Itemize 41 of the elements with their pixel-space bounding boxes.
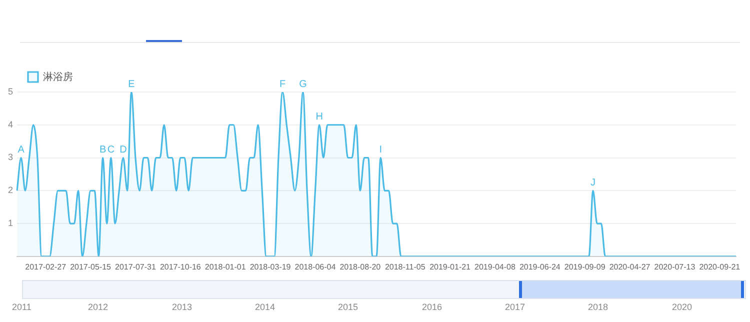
data-label: B (99, 144, 106, 156)
text: 2017 (505, 302, 526, 312)
x-tick-label: 2018-08-20 (340, 262, 382, 272)
x-tick-label: 2017-07-31 (115, 262, 156, 272)
x-tick-label: 2018-01-01 (204, 262, 246, 272)
text: 2018 (588, 302, 608, 312)
data-label: I (379, 144, 382, 156)
x-tick-label: 2018-06-04 (294, 262, 336, 272)
text: 2013 (172, 302, 192, 312)
y-tick-label: 4 (8, 119, 14, 130)
data-label: E (128, 78, 136, 90)
data-label: F (279, 78, 286, 90)
text: 2012 (88, 302, 108, 312)
text: 2014 (255, 302, 276, 312)
text: 2015 (338, 302, 358, 312)
x-tick-label: 2019-04-08 (474, 262, 516, 272)
text: 2020 (672, 302, 692, 312)
x-tick-label: 2019-09-09 (564, 262, 606, 272)
data-label: D (120, 144, 127, 156)
x-tick-label: 2020-04-27 (609, 262, 651, 272)
data-label: A (18, 144, 25, 156)
text: 2016 (422, 302, 442, 312)
x-tick-label: 2020-09-21 (699, 262, 741, 272)
x-tick-label: 2020-07-13 (654, 262, 696, 272)
legend-label: 淋浴房 (43, 70, 73, 83)
data-label: H (316, 112, 323, 123)
x-tick-label: 2018-03-19 (250, 262, 292, 272)
text: 2011 (12, 302, 32, 312)
x-tick-label: 2018-11-05 (384, 262, 426, 272)
x-tick-label: 2017-10-16 (160, 262, 202, 272)
y-tick-label: 3 (8, 152, 14, 162)
y-tick-label: 1 (8, 218, 14, 228)
data-label: G (299, 78, 308, 90)
x-tick-label: 2017-02-27 (25, 262, 67, 272)
x-tick-label: 2019-01-21 (430, 262, 472, 272)
x-tick-label: 2019-06-24 (519, 262, 561, 272)
data-label: C (107, 144, 115, 156)
y-tick-label: 2 (8, 185, 14, 196)
data-label: J (590, 177, 596, 188)
x-tick-label: 2017-05-15 (70, 262, 112, 272)
y-tick-label: 5 (8, 86, 14, 96)
